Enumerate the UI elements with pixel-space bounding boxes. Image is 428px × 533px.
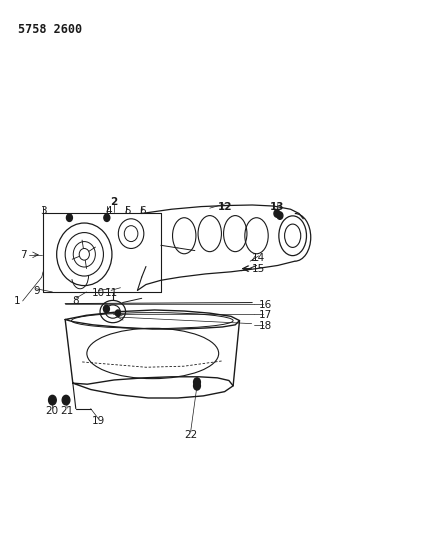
Text: 5: 5	[124, 206, 131, 216]
Text: 12: 12	[217, 201, 232, 212]
Text: 10: 10	[92, 288, 105, 298]
Circle shape	[104, 305, 110, 313]
Text: 2: 2	[110, 197, 118, 207]
Text: 9: 9	[33, 286, 39, 296]
Text: 20: 20	[45, 406, 58, 416]
Text: 18: 18	[259, 321, 273, 331]
Text: 7: 7	[20, 250, 27, 260]
Circle shape	[277, 212, 283, 219]
Text: 16: 16	[259, 300, 273, 310]
Text: 6: 6	[140, 206, 146, 216]
Text: 1: 1	[14, 296, 21, 306]
Text: 5758 2600: 5758 2600	[18, 22, 83, 36]
Text: 3: 3	[40, 206, 46, 216]
Circle shape	[193, 382, 200, 390]
Text: 14: 14	[252, 253, 265, 263]
Text: 4: 4	[105, 206, 112, 216]
Circle shape	[104, 214, 110, 221]
Circle shape	[49, 395, 56, 405]
Circle shape	[274, 210, 280, 217]
Text: 15: 15	[252, 264, 265, 273]
Text: 13: 13	[270, 201, 284, 212]
Text: 11: 11	[104, 288, 118, 298]
Circle shape	[116, 310, 120, 317]
Text: 22: 22	[184, 430, 197, 440]
Circle shape	[193, 378, 200, 386]
Circle shape	[66, 214, 72, 221]
Text: 17: 17	[259, 310, 273, 320]
Text: 19: 19	[92, 416, 105, 426]
Circle shape	[62, 395, 70, 405]
Text: 21: 21	[61, 406, 74, 416]
Text: 8: 8	[72, 296, 79, 306]
